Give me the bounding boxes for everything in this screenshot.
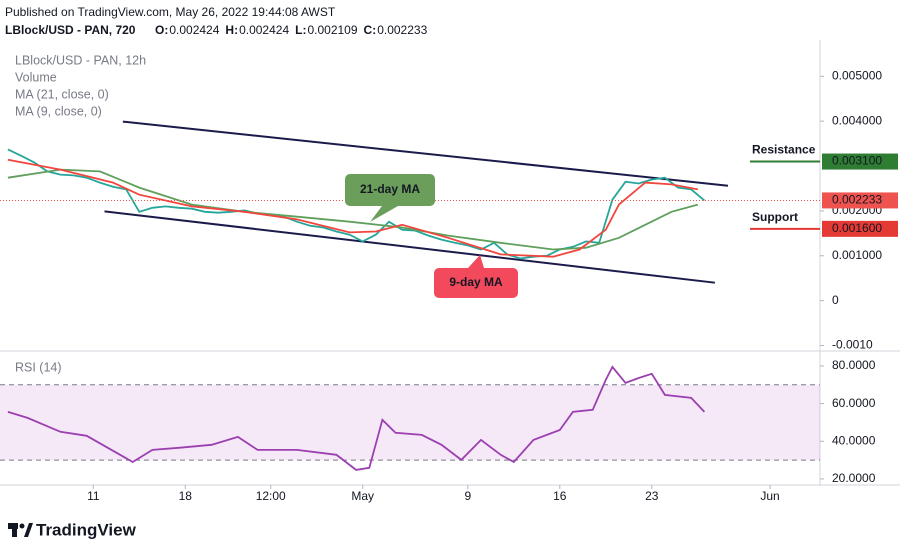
level-text: Support — [752, 210, 798, 224]
callout-pointer — [370, 206, 398, 222]
x-tick-label: 11 — [87, 489, 100, 503]
price-tag — [822, 192, 898, 209]
callout-text: 21-day MA — [360, 182, 420, 196]
series-line — [7, 168, 699, 251]
trendline — [104, 210, 715, 284]
published: Published on TradingView.com, May 26, 20… — [5, 5, 336, 19]
y-tick-label: 0 — [832, 293, 839, 307]
x-tick-label: 23 — [645, 489, 659, 503]
x-tick-label: 12:00 — [256, 489, 286, 503]
series-line — [7, 365, 706, 471]
y-tick-label: 0.004000 — [832, 113, 882, 127]
logo-icon — [12, 523, 17, 537]
level-text: Resistance — [752, 143, 816, 157]
legend: MA (9, close, 0) — [15, 104, 102, 118]
x-tick-label: 9 — [464, 489, 471, 503]
y-tick-label: 80.0000 — [832, 358, 876, 372]
trendline — [122, 120, 729, 187]
ohlc-key: C: — [364, 23, 377, 37]
y-tick-label: -0.0010 — [832, 338, 873, 352]
callout — [434, 268, 518, 298]
series-line — [7, 148, 705, 260]
x-tick-label: May — [351, 489, 374, 503]
legend: LBlock/USD - PAN, 12h — [15, 53, 146, 67]
callout-text: 9-day MA — [449, 275, 503, 289]
x-tick-label: Jun — [760, 489, 779, 503]
ohlc-value: 0.002424 — [169, 23, 219, 37]
ohlc-key: L: — [295, 23, 306, 37]
x-tick-label: 16 — [553, 489, 567, 503]
logo-icon — [19, 523, 25, 529]
price-tag — [822, 220, 898, 237]
ohlc-value: 0.002109 — [307, 23, 357, 37]
logo: TradingView — [8, 520, 137, 539]
callout-pointer — [468, 255, 484, 268]
rsi-title: RSI (14) — [15, 360, 62, 374]
y-tick-label: 0.005000 — [832, 68, 882, 82]
price-tag-label: 0.003100 — [832, 154, 882, 168]
legend: Volume — [15, 70, 57, 84]
callout — [345, 174, 435, 206]
brand: TradingView — [36, 520, 137, 539]
legend: MA (21, close, 0) — [15, 87, 109, 101]
y-tick-label: 20.0000 — [832, 471, 876, 485]
logo-icon — [24, 523, 33, 537]
x-tick-label: 18 — [179, 489, 193, 503]
rsi-band — [0, 384, 820, 461]
y-tick-label: 0.001000 — [832, 248, 882, 262]
price-tag-label: 0.001600 — [832, 221, 882, 235]
series-line — [7, 158, 698, 258]
price-tag-label: 0.002233 — [832, 193, 882, 207]
ohlc-value: 0.002233 — [377, 23, 427, 37]
symbol: LBlock/USD - PAN, 720 — [5, 23, 136, 37]
y-tick-label: 40.0000 — [832, 433, 876, 447]
ohlc-key: H: — [225, 23, 238, 37]
ohlc-key: O: — [155, 23, 168, 37]
y-tick-label: 60.0000 — [832, 396, 876, 410]
price-tag — [822, 153, 898, 170]
ohlc-value: 0.002424 — [239, 23, 289, 37]
